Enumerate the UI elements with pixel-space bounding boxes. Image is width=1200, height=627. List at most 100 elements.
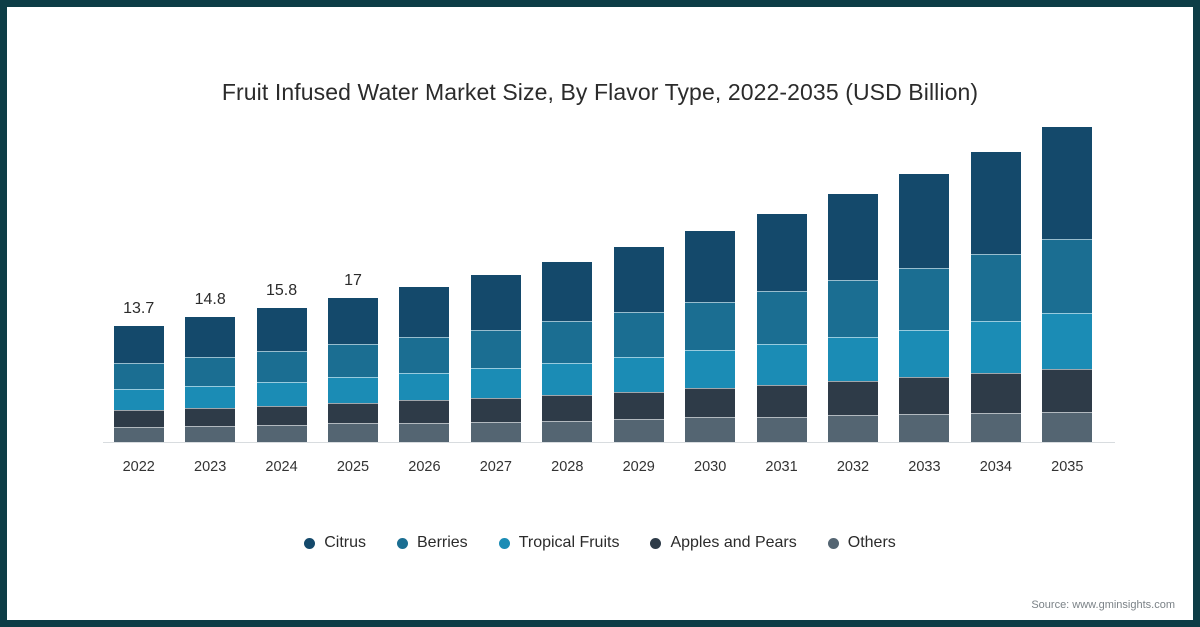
bar-segment-citrus[interactable]: [899, 173, 950, 268]
bar-segment-citrus[interactable]: [970, 151, 1021, 254]
plot-area: 13.7 14.8 15.8 17: [103, 127, 1103, 443]
bar-segment-berries[interactable]: [828, 279, 878, 337]
bar-segment-citrus[interactable]: [185, 316, 236, 357]
bar-segment-berries[interactable]: [185, 357, 236, 386]
bar-segment-berries[interactable]: [542, 321, 593, 363]
bar-segment-citrus[interactable]: [113, 326, 164, 363]
legend-swatch-icon: [827, 537, 839, 549]
bar-segment-tropical-fruits[interactable]: [685, 350, 736, 388]
stacked-bar[interactable]: [399, 287, 450, 443]
bar-group: [970, 127, 1021, 443]
stacked-bar[interactable]: [685, 230, 736, 443]
bar-segment-others[interactable]: [399, 422, 450, 443]
bar-segment-berries[interactable]: [470, 329, 521, 369]
bar-segment-others[interactable]: [685, 417, 736, 443]
bar-segment-citrus[interactable]: [399, 287, 450, 338]
bar-segment-tropical-fruits[interactable]: [613, 357, 664, 392]
bar-segment-apples-and-pears[interactable]: [970, 373, 1021, 414]
bar-segment-tropical-fruits[interactable]: [470, 368, 521, 398]
stacked-bar[interactable]: [113, 326, 164, 443]
bar-segment-apples-and-pears[interactable]: [256, 405, 307, 426]
legend-item-apples-and-pears[interactable]: Apples and Pears: [650, 534, 797, 552]
bar-segment-apples-and-pears[interactable]: [899, 377, 950, 415]
bar-segment-berries[interactable]: [756, 291, 807, 345]
bar-segment-berries[interactable]: [613, 311, 664, 357]
bar-segment-others[interactable]: [613, 419, 664, 443]
bar-segment-tropical-fruits[interactable]: [1042, 312, 1093, 369]
bar-segment-berries[interactable]: [256, 351, 307, 382]
bar-segment-berries[interactable]: [399, 337, 450, 374]
bar-segment-citrus[interactable]: [1042, 127, 1093, 240]
bar-segment-apples-and-pears[interactable]: [756, 385, 807, 417]
bar-segment-citrus[interactable]: [828, 194, 878, 280]
legend-item-others[interactable]: Others: [827, 534, 896, 552]
legend-swatch-icon: [650, 537, 662, 549]
bar-group: [756, 127, 807, 443]
legend-item-berries[interactable]: Berries: [397, 534, 468, 552]
bar-segment-citrus[interactable]: [685, 230, 736, 302]
bar-segment-tropical-fruits[interactable]: [542, 362, 593, 396]
bar-segment-others[interactable]: [970, 413, 1021, 443]
bar-segment-others[interactable]: [756, 416, 807, 443]
bar-segment-others[interactable]: [470, 421, 521, 443]
bar-segment-tropical-fruits[interactable]: [185, 385, 236, 409]
stacked-bar[interactable]: [1042, 127, 1093, 443]
bar-segment-citrus[interactable]: [328, 298, 378, 345]
bar-segment-citrus[interactable]: [756, 213, 807, 292]
bar-segment-tropical-fruits[interactable]: [399, 373, 450, 401]
bar-segment-apples-and-pears[interactable]: [470, 397, 521, 422]
bar-segment-others[interactable]: [1042, 411, 1093, 443]
bar-segment-tropical-fruits[interactable]: [756, 344, 807, 386]
stacked-bar[interactable]: [470, 275, 521, 443]
stacked-bar[interactable]: [256, 308, 307, 443]
legend-item-citrus[interactable]: Citrus: [304, 534, 366, 552]
legend-item-tropical-fruits[interactable]: Tropical Fruits: [498, 534, 619, 552]
bar-segment-tropical-fruits[interactable]: [828, 336, 878, 381]
bar-segment-berries[interactable]: [328, 344, 378, 378]
bar-segment-tropical-fruits[interactable]: [328, 377, 378, 403]
bar-segment-apples-and-pears[interactable]: [613, 391, 664, 420]
bar-segment-apples-and-pears[interactable]: [185, 408, 236, 426]
x-tick-label-2033: 2033: [908, 459, 941, 475]
bar-segment-citrus[interactable]: [613, 247, 664, 312]
stacked-bar[interactable]: [899, 173, 950, 443]
bar-segment-apples-and-pears[interactable]: [328, 402, 378, 424]
stacked-bar[interactable]: [828, 194, 878, 443]
bar-segment-berries[interactable]: [970, 253, 1021, 322]
bar-segment-citrus[interactable]: [542, 261, 593, 322]
bar-segment-others[interactable]: [828, 414, 878, 443]
bar-segment-others[interactable]: [899, 414, 950, 443]
chart-canvas: Fruit Infused Water Market Size, By Flav…: [7, 7, 1193, 620]
bar-segment-berries[interactable]: [685, 301, 736, 351]
bar-segment-others[interactable]: [113, 426, 164, 443]
x-tick-label-2022: 2022: [122, 459, 155, 475]
bar-segment-tropical-fruits[interactable]: [113, 389, 164, 410]
bar-segment-tropical-fruits[interactable]: [899, 329, 950, 378]
bar-segment-apples-and-pears[interactable]: [828, 380, 878, 415]
bar-segment-apples-and-pears[interactable]: [542, 395, 593, 421]
bar-segment-others[interactable]: [256, 425, 307, 443]
stacked-bar[interactable]: [542, 261, 593, 443]
bar-group: [1042, 127, 1093, 443]
bar-segment-tropical-fruits[interactable]: [970, 321, 1021, 374]
bar-segment-others[interactable]: [328, 423, 378, 443]
stacked-bar[interactable]: [970, 151, 1021, 443]
bar-segment-citrus[interactable]: [256, 308, 307, 352]
stacked-bar[interactable]: [328, 298, 378, 443]
bar-segment-apples-and-pears[interactable]: [399, 400, 450, 423]
bar-segment-apples-and-pears[interactable]: [1042, 368, 1093, 412]
bar-group: [899, 127, 950, 443]
bar-segment-others[interactable]: [542, 420, 593, 443]
stacked-bar[interactable]: [613, 247, 664, 443]
bar-segment-citrus[interactable]: [470, 275, 521, 330]
bar-segment-apples-and-pears[interactable]: [685, 387, 736, 418]
bar-segment-others[interactable]: [185, 425, 236, 443]
bar-segment-apples-and-pears[interactable]: [113, 409, 164, 427]
bar-segment-tropical-fruits[interactable]: [256, 381, 307, 406]
page-title: Fruit Infused Water Market Size, By Flav…: [221, 79, 979, 105]
bar-segment-berries[interactable]: [899, 267, 950, 330]
bar-segment-berries[interactable]: [113, 362, 164, 390]
bar-segment-berries[interactable]: [1042, 239, 1093, 313]
stacked-bar[interactable]: [185, 316, 236, 443]
stacked-bar[interactable]: [756, 213, 807, 443]
